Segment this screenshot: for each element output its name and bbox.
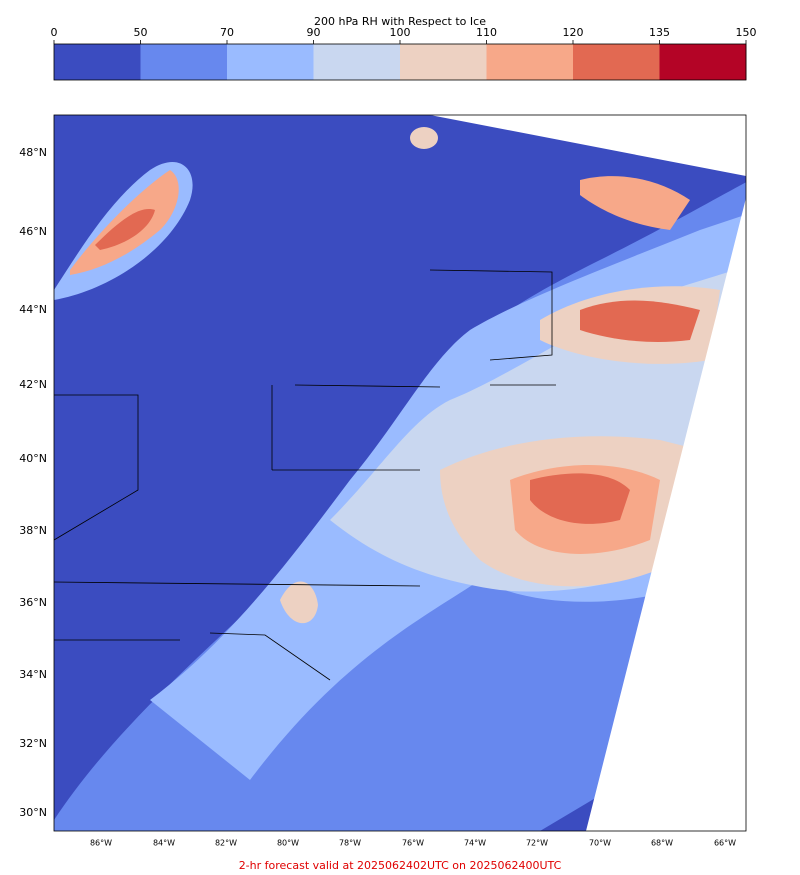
lon-label: 76°W xyxy=(402,839,424,848)
lat-label: 36°N xyxy=(19,596,47,609)
lat-label: 34°N xyxy=(19,668,47,681)
colorbar-tick-label: 110 xyxy=(476,26,497,39)
colorbar-segment xyxy=(659,44,747,80)
boundaries xyxy=(54,269,556,681)
colorbar-frame xyxy=(53,43,747,81)
map-field xyxy=(54,115,746,831)
colorbar-tick-label: 135 xyxy=(649,26,670,39)
lat-label: 46°N xyxy=(19,225,47,238)
colorbar-segment xyxy=(227,44,314,80)
colorbar-segment xyxy=(400,44,487,80)
lat-label: 40°N xyxy=(19,452,47,465)
no-data-area xyxy=(430,115,746,831)
lat-label: 32°N xyxy=(19,737,47,750)
colorbar-tick-label: 70 xyxy=(220,26,234,39)
lon-label: 66°W xyxy=(714,839,736,848)
colorbar-segment xyxy=(486,44,574,80)
lon-label: 74°W xyxy=(464,839,486,848)
colorbar-title: 200 hPa RH with Respect to Ice xyxy=(314,15,486,28)
field-region xyxy=(95,209,155,250)
map-frame xyxy=(53,114,747,832)
colorbar-segment xyxy=(313,44,401,80)
colorbar-segment xyxy=(54,44,141,80)
lat-label: 30°N xyxy=(19,806,47,819)
lon-label: 82°W xyxy=(215,839,237,848)
footer: 2-hr forecast valid at 2025062402UTC on … xyxy=(239,859,562,872)
lat-label: 38°N xyxy=(19,524,47,537)
colorbar-tick-label: 150 xyxy=(736,26,757,39)
colorbar-tick-label: 90 xyxy=(307,26,321,39)
lat-label: 44°N xyxy=(19,303,47,316)
colorbar-tick-label: 120 xyxy=(563,26,584,39)
colorbar: 0 50 70 90 100 110 120 135 150 xyxy=(51,26,757,80)
lat-label: 42°N xyxy=(19,378,47,391)
colorbar-tick-label: 100 xyxy=(390,26,411,39)
colorbar-tick-label: 50 xyxy=(134,26,148,39)
field-region xyxy=(580,176,690,230)
field-region xyxy=(280,581,318,624)
lon-label: 70°W xyxy=(589,839,611,848)
lon-label: 84°W xyxy=(153,839,175,848)
field-region xyxy=(580,300,700,342)
colorbar-segment xyxy=(140,44,228,80)
lon-label: 86°W xyxy=(90,839,112,848)
lat-label: 48°N xyxy=(19,146,47,159)
lon-label: 68°W xyxy=(651,839,673,848)
lon-label: 80°W xyxy=(277,839,299,848)
colorbar-tick-label: 0 xyxy=(51,26,58,39)
lon-label: 72°W xyxy=(526,839,548,848)
axis-labels: 48°N 46°N 44°N 42°N 40°N 38°N 36°N 34°N 32°N 30°N… xyxy=(19,146,736,848)
field-region xyxy=(530,473,630,524)
lon-label: 78°W xyxy=(339,839,361,848)
field-region xyxy=(410,127,438,149)
colorbar-segment xyxy=(573,44,660,80)
